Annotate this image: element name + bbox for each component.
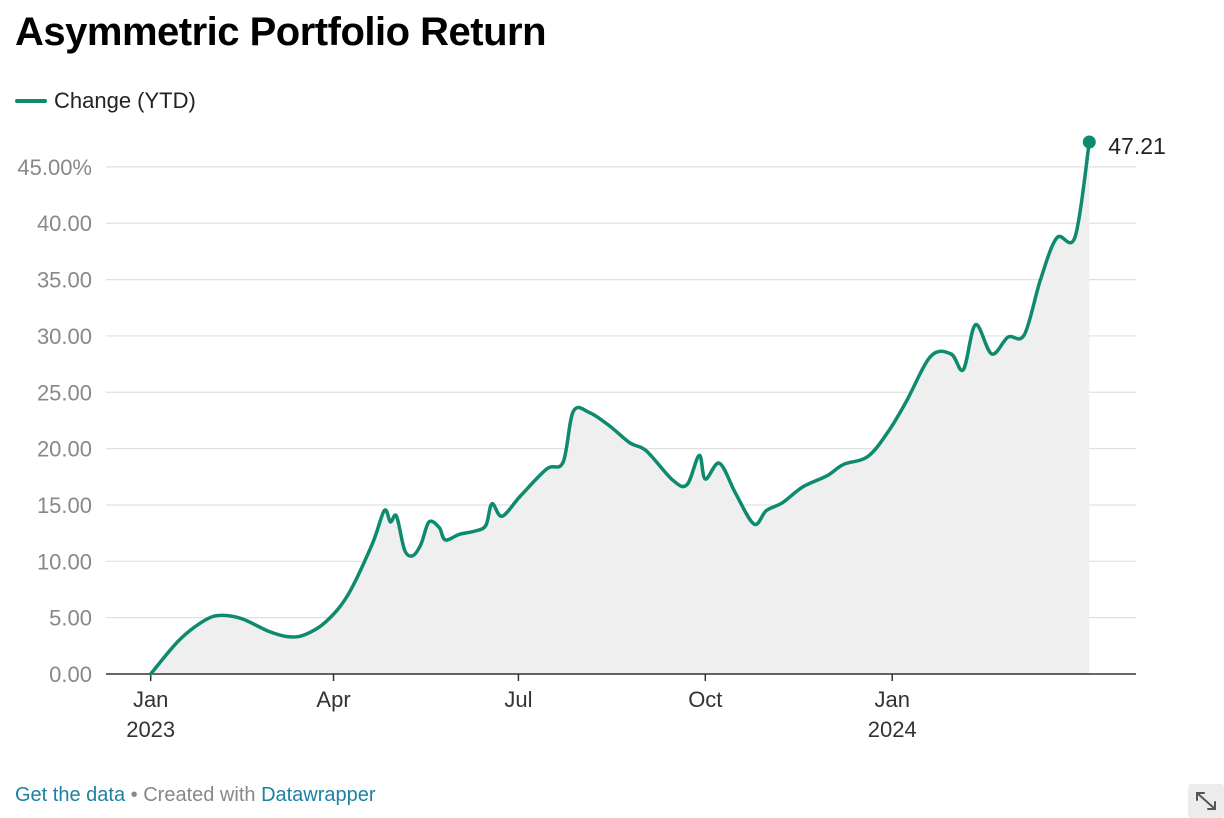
y-tick-label: 15.00 <box>37 493 92 518</box>
y-tick-label: 25.00 <box>37 380 92 405</box>
y-tick-label: 35.00 <box>37 268 92 293</box>
y-tick-label: 40.00 <box>37 211 92 236</box>
y-tick-label: 10.00 <box>37 549 92 574</box>
x-tick-label: Jan <box>133 687 168 712</box>
footer-separator: • <box>130 784 138 806</box>
legend-swatch <box>15 99 47 103</box>
y-tick-label: 45.00% <box>17 155 92 180</box>
x-tick-label: Oct <box>688 687 722 712</box>
y-tick-label: 30.00 <box>37 324 92 349</box>
datawrapper-link[interactable]: Datawrapper <box>261 784 376 806</box>
x-tick-label: Jan <box>874 687 909 712</box>
legend: Change (YTD) <box>15 86 196 116</box>
y-tick-label: 5.00 <box>49 606 92 631</box>
created-with-text: Created with <box>143 784 256 806</box>
last-value-label: 47.21 <box>1108 133 1166 159</box>
last-value-point <box>1082 135 1096 149</box>
y-tick-label: 20.00 <box>37 437 92 462</box>
area-fill <box>150 142 1090 674</box>
y-tick-label: 0.00 <box>49 662 92 687</box>
x-tick-label: Apr <box>316 687 350 712</box>
x-tick-label: Jul <box>504 687 532 712</box>
line-chart: 45.00% 40.00 35.00 30.00 25.00 20.00 15.00 10.0… <box>17 133 1166 742</box>
expand-arrows-icon <box>1196 792 1216 810</box>
legend-label: Change (YTD) <box>54 88 196 113</box>
footer: Get the data • Created with Datawrapper <box>15 784 376 807</box>
series-line-change-ytd <box>148 140 1092 676</box>
x-tick-year-label: 2023 <box>126 717 175 742</box>
x-tick-year-label: 2024 <box>868 717 917 742</box>
get-the-data-link[interactable]: Get the data <box>15 784 126 806</box>
chart-title: Asymmetric Portfolio Return <box>15 10 547 54</box>
fullscreen-button[interactable] <box>1188 784 1224 818</box>
